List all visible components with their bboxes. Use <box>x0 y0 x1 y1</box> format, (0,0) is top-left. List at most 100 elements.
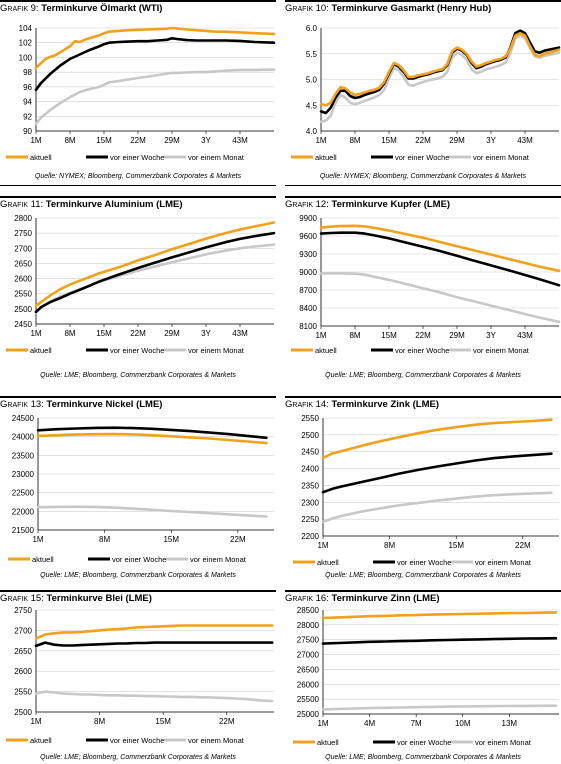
series-vor-einer-woche <box>319 29 561 115</box>
series-vor-einem-monat <box>36 505 268 518</box>
panel-top-rule <box>0 396 276 398</box>
y-tick-label: 21500 <box>12 526 35 535</box>
y-tick-label: 2750 <box>14 229 32 238</box>
y-tick-label: 2500 <box>14 305 32 314</box>
legend-label: aktuell <box>30 736 52 745</box>
x-tick-label: 1M <box>30 717 41 726</box>
chart-panel-blei: Grafik 15: Terminkurve Blei (LME) 2500 25… <box>0 590 276 764</box>
y-tick-label: 92 <box>23 112 32 121</box>
legend-label: vor einem Monat <box>188 153 245 162</box>
chart-number: Grafik 12: <box>285 199 329 210</box>
y-tick-label: 2650 <box>14 259 32 268</box>
y-tick-label: 8400 <box>299 304 317 313</box>
x-tick-label: 29M <box>449 136 465 145</box>
legend-label: vor einer Woche <box>110 736 164 745</box>
x-tick-label: 8M <box>64 136 75 145</box>
y-tick-label: 98 <box>23 68 32 77</box>
y-tick-label: 2600 <box>14 667 32 676</box>
x-tick-label: 29M <box>449 331 465 340</box>
legend-vor-einem-monat: vor einem Monat <box>449 346 530 355</box>
x-tick-label: 3Y <box>486 331 496 340</box>
chart-panel-kupfer: Grafik 12: Terminkurve Kupfer (LME) 8100… <box>285 196 561 382</box>
series-vor-einem-monat <box>321 491 553 524</box>
series-vor-einem-monat <box>321 704 558 711</box>
panel-top-rule <box>0 196 276 198</box>
legend-aktuell: aktuell <box>6 346 52 355</box>
y-tick-label: 104 <box>19 24 33 33</box>
chart-panel-zinn: Grafik 16: Terminkurve Zinn (LME) 25000 2… <box>285 590 561 764</box>
y-tick-label: 27000 <box>297 651 320 660</box>
legend-aktuell: aktuell <box>293 738 339 747</box>
legend-label: vor einer Woche <box>110 153 164 162</box>
x-tick-label: 22M <box>415 136 431 145</box>
series-vor-einer-woche <box>319 231 561 287</box>
y-tick-label: 26500 <box>297 665 320 674</box>
chart-number: Grafik 10: <box>285 3 329 14</box>
y-tick-label: 23500 <box>12 451 35 460</box>
legend-label: vor einem Monat <box>473 153 530 162</box>
y-tick-label: 22500 <box>12 489 35 498</box>
y-tick-label: 2800 <box>14 214 32 223</box>
panel-top-rule <box>285 196 561 198</box>
y-tick-label: 2650 <box>14 647 32 656</box>
legend-label: vor einem Monat <box>188 346 245 355</box>
x-tick-label: 43M <box>232 329 248 338</box>
legend-label: aktuell <box>315 346 337 355</box>
chart-source: Quelle: LME; Bloomberg, Commerzbank Corp… <box>40 372 236 379</box>
chart-number: Grafik 11: <box>0 199 44 210</box>
chart-source: Quelle: LME; Bloomberg, Commerzbank Corp… <box>40 572 236 579</box>
y-tick-label: 2450 <box>14 320 32 329</box>
y-tick-label: 5.5 <box>306 50 318 59</box>
x-tick-label: 13M <box>502 719 518 728</box>
legend-vor-einer-woche: vor einer Woche <box>86 346 164 355</box>
y-tick-label: 2400 <box>301 465 319 474</box>
legend-label: vor einer Woche <box>397 558 451 567</box>
x-tick-label: 3Y <box>201 136 211 145</box>
chart-source: Quelle: LME; Bloomberg, Commerzbank Corp… <box>325 572 521 579</box>
chart-title: Grafik 12: Terminkurve Kupfer (LME) <box>285 199 450 210</box>
chart-title: Grafik 15: Terminkurve Blei (LME) <box>0 593 152 604</box>
chart-svg: 8100 8400 8700 9000 9300 9600 9900 1M 8M 15M 22M 29… <box>291 214 561 355</box>
legend-vor-einem-monat: vor einem Monat <box>166 555 247 564</box>
y-tick-label: 25500 <box>297 695 320 704</box>
series-vor-einer-woche <box>34 231 276 314</box>
legend-label: vor einem Monat <box>475 738 532 747</box>
chart-source: Quelle: NYMEX; Bloomberg, Commerzbank Co… <box>319 173 527 180</box>
x-tick-label: 8M <box>99 535 110 544</box>
x-tick-label: 15M <box>381 136 397 145</box>
chart-name: Terminkurve Blei (LME) <box>46 593 152 604</box>
chart-title: Grafik 16: Terminkurve Zinn (LME) <box>285 593 440 604</box>
x-tick-label: 1M <box>317 541 328 550</box>
x-tick-label: 22M <box>130 329 146 338</box>
x-tick-label: 8M <box>384 541 395 550</box>
chart-panel-zink: Grafik 14: Terminkurve Zink (LME) 2200 22… <box>285 396 561 584</box>
x-tick-label: 43M <box>517 331 533 340</box>
series-vor-einem-monat <box>319 272 561 324</box>
x-tick-label: 43M <box>232 136 248 145</box>
chart-title: Grafik 10: Terminkurve Gasmarkt (Henry H… <box>285 3 491 14</box>
y-tick-label: 24500 <box>12 414 35 423</box>
x-tick-label: 22M <box>230 535 246 544</box>
chart-svg: 90 92 94 96 98 100 102 104 1M 8M 15M 22M 29M 3Y 43M akt… <box>6 24 276 162</box>
chart-name: Terminkurve Aluminium (LME) <box>45 199 183 210</box>
chart-svg: 21500 22000 22500 23000 23500 24000 24500 1M 8M 1… <box>8 414 274 564</box>
y-tick-label: 28500 <box>297 606 320 615</box>
chart-panel-gasmarkt: Grafik 10: Terminkurve Gasmarkt (Henry H… <box>285 0 561 186</box>
chart-number: Grafik 14: <box>285 399 329 410</box>
panel-bottom-rule <box>285 185 561 186</box>
x-tick-label: 15M <box>381 331 397 340</box>
x-tick-label: 1M <box>315 331 326 340</box>
legend-aktuell: aktuell <box>293 558 339 567</box>
legend-vor-einer-woche: vor einer Woche <box>371 153 449 162</box>
series-vor-einem-monat <box>34 68 276 125</box>
legend-vor-einer-woche: vor einer Woche <box>86 153 164 162</box>
y-tick-label: 2600 <box>14 275 32 284</box>
panel-top-rule <box>285 396 561 398</box>
legend-vor-einer-woche: vor einer Woche <box>373 738 451 747</box>
x-tick-label: 1M <box>32 535 43 544</box>
chart-svg: 2200 2250 2300 2350 2400 2450 2500 2550 1M 8M 15M 2… <box>293 414 559 567</box>
y-tick-label: 27500 <box>297 636 320 645</box>
legend-label: vor einer Woche <box>397 738 451 747</box>
legend-label: aktuell <box>32 555 54 564</box>
chart-title: Grafik 14: Terminkurve Zink (LME) <box>285 399 439 410</box>
